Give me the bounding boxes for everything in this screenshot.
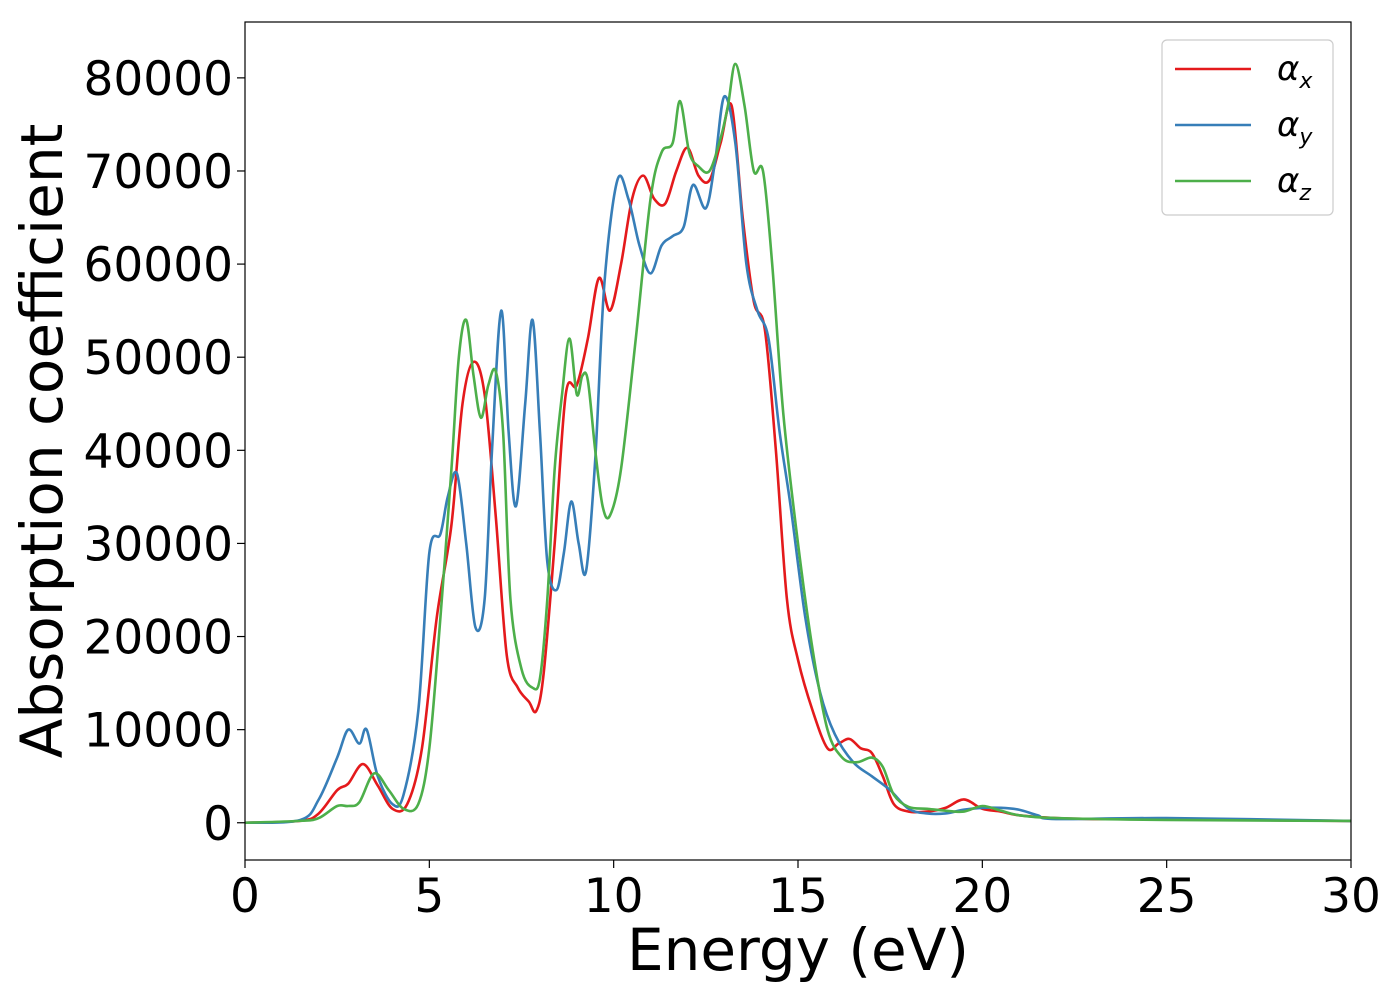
y-tick-label: 30000 — [83, 517, 233, 572]
y-tick-label: 20000 — [83, 611, 233, 666]
x-axis: 0 5 10 15 20 25 30 — [230, 860, 1381, 924]
series-line-y — [245, 95, 1351, 825]
y-tick-label: 60000 — [83, 238, 233, 293]
legend-label-z: αz — [1277, 161, 1311, 206]
x-tick-label: 30 — [1321, 869, 1381, 924]
y-tick-label: 40000 — [83, 424, 233, 479]
series-layer — [245, 62, 1351, 825]
legend: αx αy αz — [1161, 39, 1334, 216]
y-tick-label: 10000 — [83, 704, 233, 759]
y-axis-title: Absorption coefficient — [8, 124, 76, 759]
y-tick-label: 70000 — [83, 145, 233, 200]
y-tick-label: 0 — [203, 797, 233, 852]
legend-label-y: αy — [1277, 105, 1313, 150]
x-tick-label: 15 — [768, 869, 828, 924]
x-tick-label: 10 — [584, 869, 644, 924]
x-tick-label: 20 — [952, 869, 1012, 924]
y-tick-label: 50000 — [83, 331, 233, 386]
legend-label-x: αx — [1277, 49, 1313, 94]
x-tick-label: 0 — [230, 869, 260, 924]
x-axis-title: Energy (eV) — [627, 916, 969, 984]
x-tick-label: 5 — [414, 869, 444, 924]
x-tick-label: 25 — [1137, 869, 1197, 924]
legend-box — [1161, 39, 1334, 216]
y-axis: 0 10000 20000 30000 40000 50000 60000 70000 8000… — [83, 52, 245, 852]
y-tick-label: 80000 — [83, 52, 233, 107]
series-line-x — [245, 102, 1351, 825]
series-line-z — [245, 62, 1351, 825]
